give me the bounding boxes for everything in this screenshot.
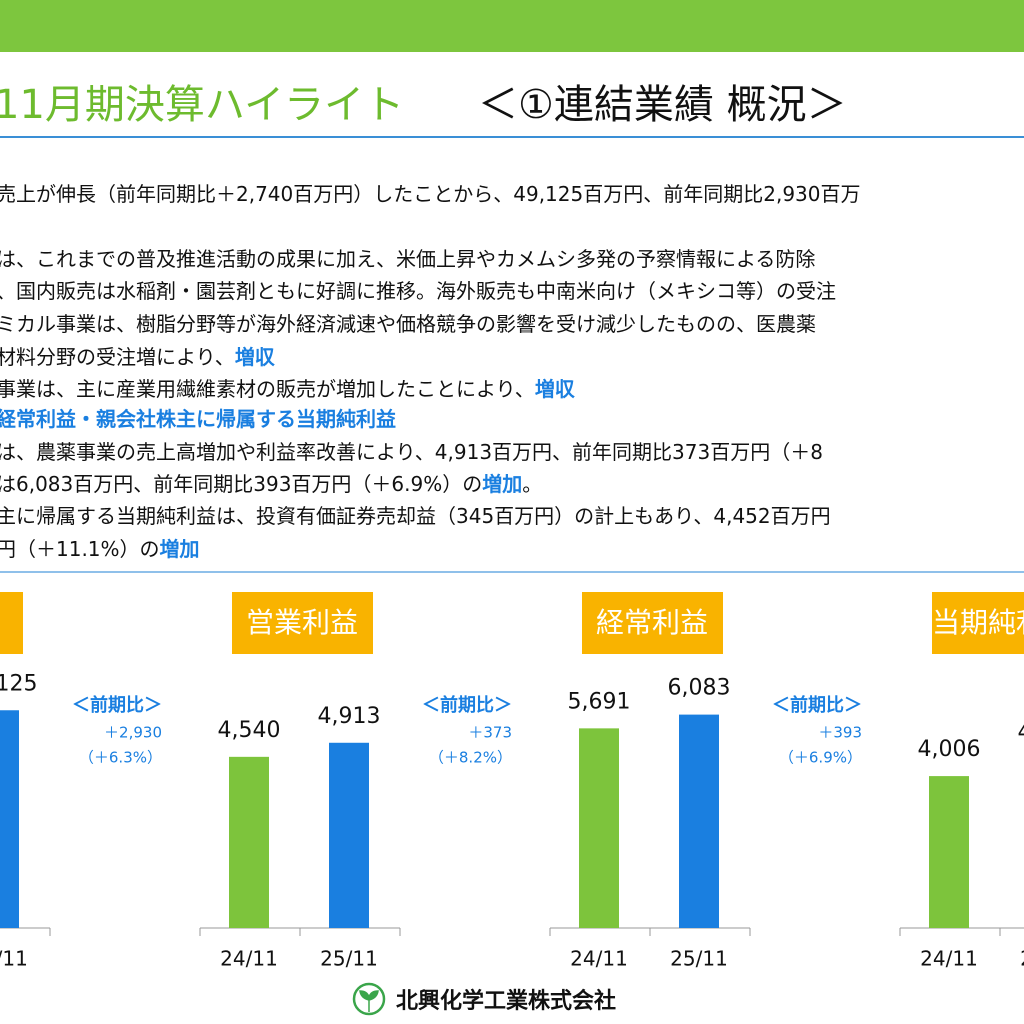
x-tick-label: 25/11 — [670, 947, 728, 971]
text: 、国内販売は水稲剤・園芸剤ともに好調に推移。海外販売も中南米向け（メキシコ等）の… — [0, 279, 836, 303]
body-line: 事業は、主に産業用繊維素材の販売が増加したことにより、増収 — [0, 373, 575, 402]
text: は6,083百万円、前年同期比393百万円（＋6.9%）の — [0, 472, 483, 496]
annotation: （＋6.3%） — [79, 749, 162, 767]
x-tick-label: 25/11 — [0, 947, 28, 971]
value-label: 49,125 — [0, 671, 37, 696]
company-name: 北興化学工業株式会社 — [396, 989, 617, 1014]
body-line: 材料分野の受注増により、増収 — [0, 341, 275, 370]
text: 主に帰属する当期純利益は、投資有価証券売却益（345百万円）の計上もあり、4,4… — [0, 504, 831, 528]
annotation: ＜前期比＞ — [72, 694, 162, 716]
text: 。 — [522, 472, 543, 496]
body-line: 売上が伸長（前年同期比＋2,740百万円）したことから、49,125百万円、前年… — [0, 178, 861, 207]
emphasis: 経常利益・親会社株主に帰属する当期純利益 — [0, 407, 396, 431]
body-line: は、これまでの普及推進活動の成果に加え、米価上昇やカメムシ多発の予察情報による防… — [0, 243, 815, 272]
value-label: 4,006 — [918, 737, 981, 762]
chart-title: 当期純利益 — [932, 606, 1024, 639]
logo — [352, 982, 386, 1016]
title-box — [932, 592, 1024, 654]
x-tick-label: 24/11 — [570, 947, 628, 971]
x-tick-label: 25/11 — [320, 947, 378, 971]
top-band — [0, 0, 1024, 52]
bar — [229, 756, 269, 928]
title-sub: ＜①連結業績 概況＞ — [478, 82, 847, 128]
body-line: 主に帰属する当期純利益は、投資有価証券売却益（345百万円）の計上もあり、4,4… — [0, 500, 831, 529]
text: 事業は、主に産業用繊維素材の販売が増加したことにより、 — [0, 377, 535, 401]
chart-title: 経常利益 — [596, 606, 708, 639]
body-line: 、国内販売は水稲剤・園芸剤ともに好調に推移。海外販売も中南米向け（メキシコ等）の… — [0, 275, 836, 304]
annotation: （＋8.2%） — [429, 749, 512, 767]
footer: 北興化学工業株式会社 — [352, 982, 616, 1016]
emphasis: 増収 — [534, 377, 575, 401]
value-label: 6,083 — [668, 676, 731, 701]
value-label: 5,691 — [568, 689, 631, 714]
title-box — [582, 592, 723, 654]
value-label: 4,540 — [218, 718, 281, 743]
annotation: （＋6.9%） — [779, 749, 862, 767]
x-tick-label: 24/11 — [220, 947, 278, 971]
text: 売上が伸長（前年同期比＋2,740百万円）したことから、49,125百万円、前年… — [0, 182, 861, 206]
bar — [579, 728, 619, 928]
title-main: 11月期決算ハイライト — [0, 82, 405, 128]
x-tick-label: 24/11 — [920, 947, 978, 971]
text: は、農薬事業の売上高増加や利益率改善により、4,913百万円、前年同期比373百… — [0, 440, 823, 464]
body-line: は、農薬事業の売上高増加や利益率改善により、4,913百万円、前年同期比373百… — [0, 436, 823, 465]
value-label: 4,913 — [318, 704, 381, 729]
title: 11月期決算ハイライト ＜①連結業績 概況＞ — [0, 72, 847, 130]
annotation: ＋373 — [468, 724, 512, 742]
bar — [929, 776, 969, 928]
body-line: 円（＋11.1%）の増加 — [0, 533, 200, 562]
bar — [679, 714, 719, 928]
body-line: 経常利益・親会社株主に帰属する当期純利益 — [0, 403, 396, 432]
text: 円（＋11.1%）の — [0, 537, 160, 561]
bar — [0, 710, 19, 928]
annotation: ＜前期比＞ — [772, 694, 862, 716]
body-line: ミカル事業は、樹脂分野等が海外経済減速や価格競争の影響を受け減少したものの、医農… — [0, 308, 816, 337]
title-box — [232, 592, 373, 654]
emphasis: 増加 — [482, 472, 523, 496]
title-box — [0, 592, 23, 654]
annotation: ＋393 — [818, 724, 862, 742]
rule — [0, 571, 1024, 573]
text: は、これまでの普及推進活動の成果に加え、米価上昇やカメムシ多発の予察情報による防… — [0, 247, 816, 271]
body-line: は6,083百万円、前年同期比393百万円（＋6.9%）の増加。 — [0, 468, 542, 497]
text: ミカル事業は、樹脂分野等が海外経済減速や価格競争の影響を受け減少したものの、医農… — [0, 312, 816, 336]
annotation: ＜前期比＞ — [422, 694, 512, 716]
emphasis: 増収 — [234, 345, 275, 369]
bar — [329, 742, 369, 928]
value-label: 4,452 — [1018, 720, 1024, 745]
text: 材料分野の受注増により、 — [0, 345, 235, 369]
rule — [0, 136, 1024, 138]
annotation: ＋2,930 — [104, 724, 162, 742]
chart-title: 営業利益 — [246, 606, 358, 639]
emphasis: 増加 — [159, 537, 200, 561]
x-tick-label: 25/11 — [1020, 947, 1024, 971]
